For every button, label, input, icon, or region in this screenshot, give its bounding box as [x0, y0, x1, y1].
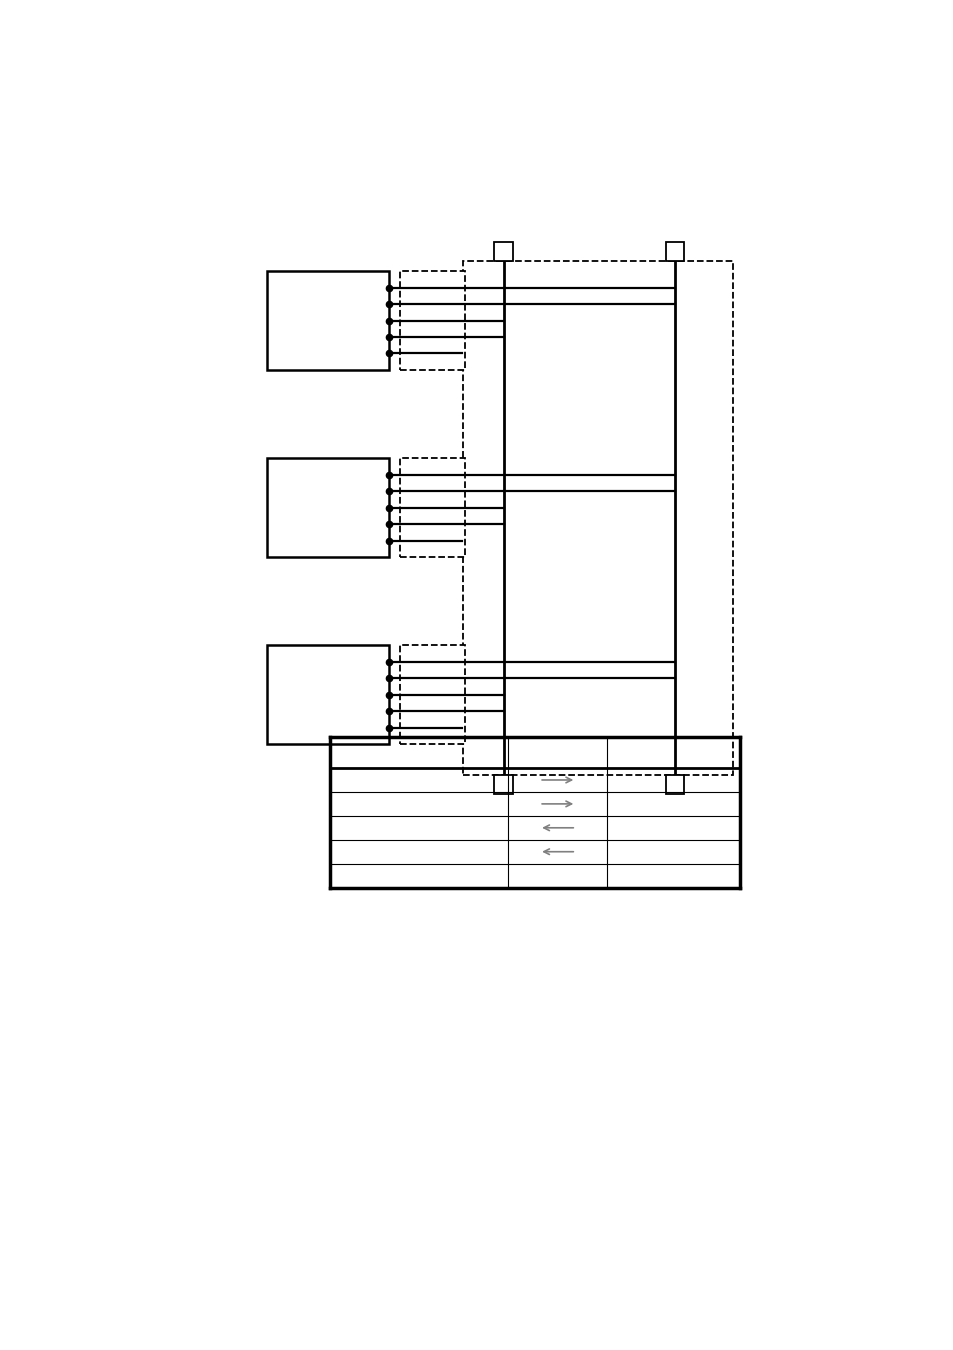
Bar: [267, 271, 389, 370]
Bar: [400, 458, 465, 558]
Bar: [267, 458, 389, 558]
Bar: [665, 242, 683, 261]
Bar: [665, 775, 683, 794]
Bar: [494, 242, 513, 261]
Bar: [494, 775, 513, 794]
Bar: [400, 645, 465, 744]
Bar: [267, 645, 389, 744]
Bar: [400, 271, 465, 370]
Bar: [462, 261, 732, 775]
